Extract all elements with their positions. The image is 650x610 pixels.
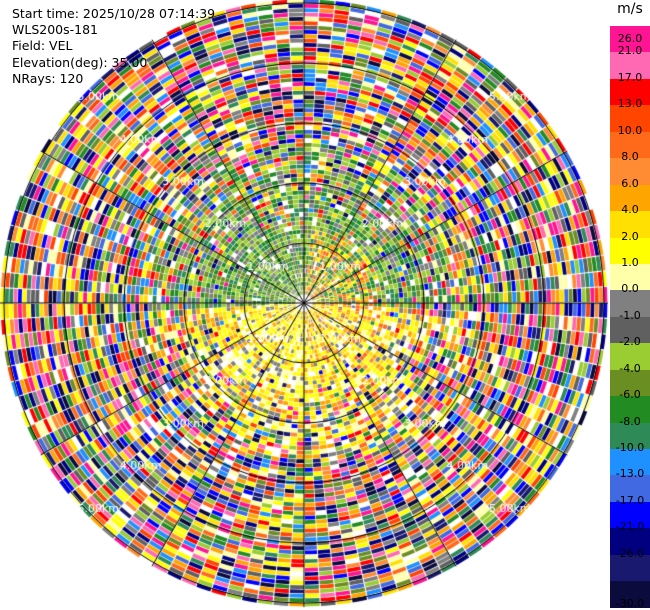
colorbar-tick-label: 10.0	[617, 123, 643, 137]
colorbar-tick-label: 8.0	[621, 150, 639, 164]
colorbar-tick-label: 17.0	[617, 70, 643, 84]
colorbar-swatch: -26.0	[610, 547, 650, 582]
colorbar-tick-label: -17.0	[615, 493, 645, 507]
colorbar-swatch: -4.0	[610, 362, 650, 397]
colorbar-swatch: -21.0	[610, 520, 650, 555]
colorbar-swatch: 1.0	[610, 256, 650, 291]
colorbar-swatch: 2.0	[610, 230, 650, 264]
colorbar-scale: 26.0 21.0 17.0 13.0 10.0 8.0 6.0 4.0 2.0 1.0 0.0 -1…	[610, 26, 650, 610]
colorbar-swatch: 4.0	[610, 203, 650, 238]
scan-info: Start time: 2025/10/28 07:14:39 WLS200s-…	[12, 6, 215, 87]
colorbar-swatch: 8.0	[610, 150, 650, 185]
nrays-text: NRays: 120	[12, 70, 84, 86]
velocity-colorbar: m/s 26.0 21.0 17.0 13.0 10.0 8.0 6.0 4.0 2.0 1.0 0…	[610, 0, 650, 610]
colorbar-swatch: -6.0	[610, 388, 650, 423]
colorbar-swatch: -10.0	[610, 441, 650, 476]
colorbar-tick-label: 21.0	[617, 44, 643, 58]
colorbar-tick-label: 0.0	[621, 282, 639, 296]
colorbar-tick-label: 2.0	[621, 229, 639, 243]
colorbar-swatch: -13.0	[610, 467, 650, 502]
colorbar-swatch: -2.0	[610, 335, 650, 370]
colorbar-tick-label: -30.0	[615, 596, 645, 610]
colorbar-tick-label: -8.0	[619, 414, 641, 428]
colorbar-tick-label: 26.0	[617, 32, 643, 45]
colorbar-swatch: 10.0	[610, 124, 650, 159]
colorbar-swatch: 6.0	[610, 177, 650, 212]
elevation-text: Elevation(deg): 35.00	[12, 54, 148, 70]
colorbar-tick-label: -6.0	[619, 388, 641, 402]
colorbar-swatch: -8.0	[610, 415, 650, 449]
colorbar-tick-label: -13.0	[615, 467, 645, 481]
colorbar-swatch: 26.0	[610, 26, 650, 53]
colorbar-tick-label: -4.0	[619, 361, 641, 375]
colorbar-tick-label: -21.0	[615, 520, 645, 534]
colorbar-swatch: -17.0	[610, 494, 650, 529]
instrument-text: WLS200s-181	[12, 22, 98, 38]
start-time-text: Start time: 2025/10/28 07:14:39	[12, 6, 216, 21]
colorbar-tick-label: -10.0	[615, 441, 645, 454]
colorbar-tick-label: 6.0	[621, 176, 639, 190]
colorbar-swatch: -30.0	[610, 581, 650, 610]
colorbar-swatch: 0.0	[610, 282, 650, 317]
colorbar-swatch: -1.0	[610, 309, 650, 344]
colorbar-tick-label: 4.0	[621, 203, 639, 217]
colorbar-tick-label: -26.0	[615, 546, 645, 560]
colorbar-swatch: 21.0	[610, 44, 650, 79]
colorbar-tick-label: -2.0	[619, 335, 641, 349]
field-text: Field: VEL	[12, 38, 73, 54]
colorbar-unit: m/s	[617, 1, 643, 17]
colorbar-swatch: 17.0	[610, 71, 650, 106]
colorbar-swatch: 13.0	[610, 97, 650, 132]
colorbar-tick-label: -1.0	[619, 308, 641, 322]
colorbar-tick-label: 13.0	[617, 97, 643, 111]
colorbar-tick-label: 1.0	[621, 255, 639, 269]
